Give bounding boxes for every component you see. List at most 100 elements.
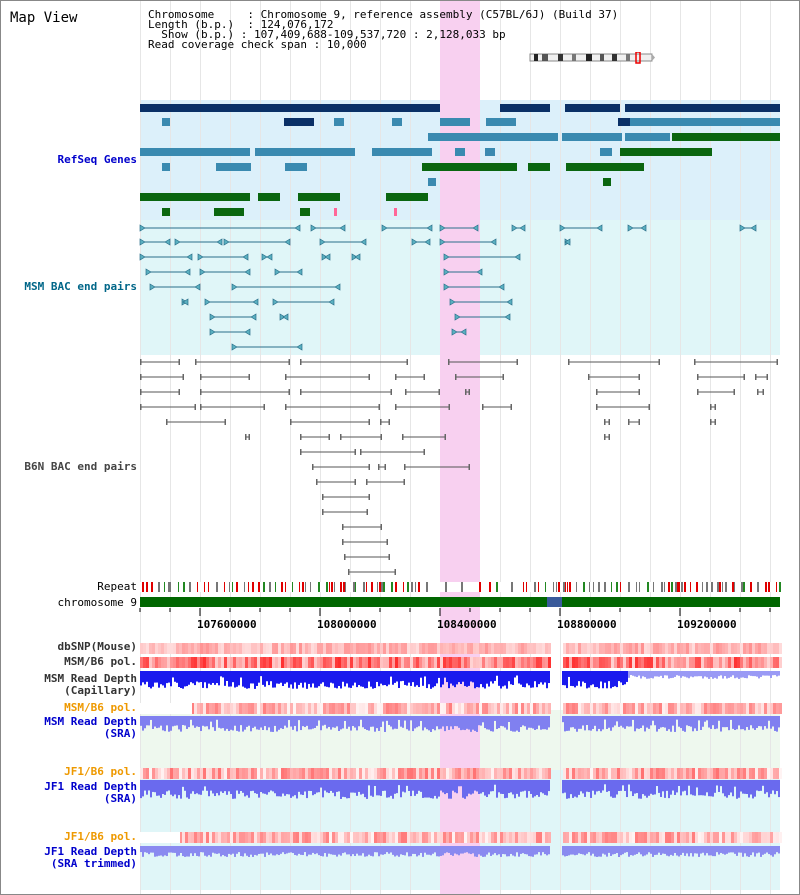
polymorphism-cell — [215, 657, 218, 668]
read-depth-bar — [268, 716, 270, 728]
read-depth-bar — [356, 716, 358, 731]
polymorphism-cell — [716, 768, 719, 779]
read-depth-bar — [590, 716, 592, 731]
polymorphism-cell — [758, 643, 761, 654]
read-depth-bar — [524, 671, 526, 688]
read-depth-bar — [282, 716, 284, 729]
read-depth-bar — [318, 671, 320, 687]
read-depth-bar — [304, 671, 306, 683]
read-depth-bar — [740, 780, 742, 792]
read-depth-bar — [444, 780, 446, 795]
polymorphism-cell — [743, 768, 746, 779]
polymorphism-cell — [674, 703, 677, 714]
read-depth-bar — [736, 780, 738, 799]
read-depth-bar — [320, 846, 322, 856]
gene-feature — [162, 208, 170, 216]
read-depth-bar — [234, 780, 236, 799]
read-depth-bar — [678, 671, 680, 676]
read-depth-bar — [580, 780, 582, 792]
read-depth-bar — [346, 671, 348, 684]
polymorphism-cell — [722, 832, 725, 843]
bac-end-marker — [733, 389, 735, 395]
read-depth-bar — [378, 671, 380, 687]
polymorphism-cell — [461, 657, 464, 668]
read-depth-bar — [442, 780, 444, 793]
repeat-element — [677, 582, 679, 592]
polymorphism-cell — [209, 768, 212, 779]
polymorphism-cell — [395, 703, 398, 714]
polymorphism-cell — [374, 643, 377, 654]
gene-feature — [392, 118, 402, 126]
bac-end-marker — [140, 389, 142, 395]
polymorphism-cell — [668, 832, 671, 843]
read-depth-bar — [622, 671, 624, 686]
polymorphism-cell — [653, 768, 656, 779]
read-depth-bar — [584, 716, 586, 731]
read-depth-bar — [662, 846, 664, 854]
polymorphism-cell — [431, 657, 434, 668]
polymorphism-cell — [347, 657, 350, 668]
track-label-msm-bac[interactable]: MSM BAC end pairs — [24, 280, 137, 293]
polymorphism-cell — [194, 768, 197, 779]
bac-end-marker — [390, 389, 392, 395]
read-depth-bar — [450, 671, 452, 684]
polymorphism-cell — [215, 768, 218, 779]
read-depth-bar — [672, 780, 674, 791]
polymorphism-cell — [701, 768, 704, 779]
read-depth-bar — [318, 780, 320, 793]
polymorphism-cell — [641, 832, 644, 843]
polymorphism-cell — [413, 643, 416, 654]
read-depth-bar — [200, 716, 202, 732]
polymorphism-cell — [575, 768, 578, 779]
polymorphism-cell — [371, 703, 374, 714]
read-depth-bar — [520, 716, 522, 728]
track-label-refseq[interactable]: RefSeq Genes — [57, 153, 137, 166]
read-depth-bar — [358, 671, 360, 686]
read-depth-bar — [738, 780, 740, 798]
bac-end-marker — [380, 419, 382, 425]
read-depth-bar — [684, 716, 686, 732]
read-depth-bar — [648, 716, 650, 729]
polymorphism-cell — [401, 832, 404, 843]
gene-feature — [455, 148, 465, 156]
polymorphism-cell — [596, 703, 599, 714]
polymorphism-cell — [146, 768, 149, 779]
polymorphism-cell — [620, 657, 623, 668]
read-depth-bar — [650, 780, 652, 794]
read-depth-bar — [146, 716, 148, 726]
chromosome-ideogram[interactable] — [528, 52, 656, 64]
read-depth-bar — [722, 846, 724, 854]
read-depth-bar — [524, 716, 526, 727]
polymorphism-cell — [638, 657, 641, 668]
read-depth-bar — [606, 780, 608, 792]
polymorphism-cell — [362, 703, 365, 714]
polymorphism-cell — [482, 643, 485, 654]
read-depth-bar — [744, 780, 746, 794]
read-depth-bar — [544, 846, 546, 855]
gene-feature — [485, 148, 495, 156]
polymorphism-cell — [635, 657, 638, 668]
read-depth-bar — [142, 671, 144, 683]
track-label-b6n-bac[interactable]: B6N BAC end pairs — [24, 460, 137, 473]
read-depth-bar — [670, 780, 672, 795]
read-depth-bar — [480, 846, 482, 856]
repeat-element — [526, 582, 527, 592]
read-depth-bar — [722, 716, 724, 728]
polymorphism-cell — [251, 657, 254, 668]
bac-end-marker — [510, 404, 512, 410]
read-depth-bar — [214, 846, 216, 854]
read-depth-bar — [414, 846, 416, 854]
repeat-element — [757, 582, 759, 592]
polymorphism-cell — [527, 643, 530, 654]
read-depth-bar — [526, 716, 528, 730]
read-depth-bar — [510, 716, 512, 731]
read-depth-bar — [578, 716, 580, 729]
bac-end-marker — [406, 359, 408, 365]
polymorphism-cell — [374, 703, 377, 714]
read-depth-bar — [772, 780, 774, 791]
polymorphism-cell — [752, 832, 755, 843]
polymorphism-cell — [584, 768, 587, 779]
polymorphism-cell — [737, 832, 740, 843]
polymorphism-cell — [371, 657, 374, 668]
